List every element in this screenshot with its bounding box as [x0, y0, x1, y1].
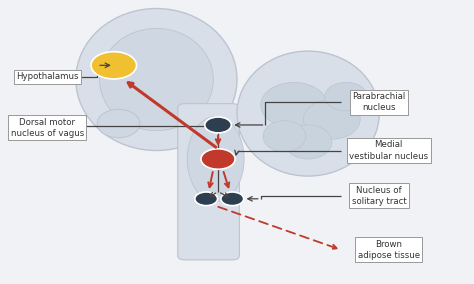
Ellipse shape	[284, 125, 332, 159]
Ellipse shape	[76, 9, 237, 151]
Ellipse shape	[263, 121, 306, 152]
Ellipse shape	[261, 82, 327, 128]
Ellipse shape	[303, 99, 360, 139]
Text: Brown
adipose tissue: Brown adipose tissue	[357, 240, 420, 260]
Circle shape	[91, 52, 137, 79]
Ellipse shape	[237, 51, 379, 176]
Ellipse shape	[100, 28, 213, 131]
Ellipse shape	[325, 82, 367, 111]
Text: Dorsal motor
nucleus of vagus: Dorsal motor nucleus of vagus	[11, 118, 84, 138]
Ellipse shape	[97, 109, 140, 138]
Text: Medial
vestibular nucleus: Medial vestibular nucleus	[349, 141, 428, 160]
Circle shape	[201, 149, 235, 169]
Text: Hypothalamus: Hypothalamus	[16, 72, 79, 81]
Text: Parabrachial
nucleus: Parabrachial nucleus	[353, 92, 406, 112]
Circle shape	[221, 192, 244, 206]
Text: Nucleus of
solitary tract: Nucleus of solitary tract	[352, 186, 407, 206]
Circle shape	[195, 192, 218, 206]
Circle shape	[205, 117, 231, 133]
Ellipse shape	[187, 116, 244, 202]
FancyBboxPatch shape	[178, 104, 239, 260]
